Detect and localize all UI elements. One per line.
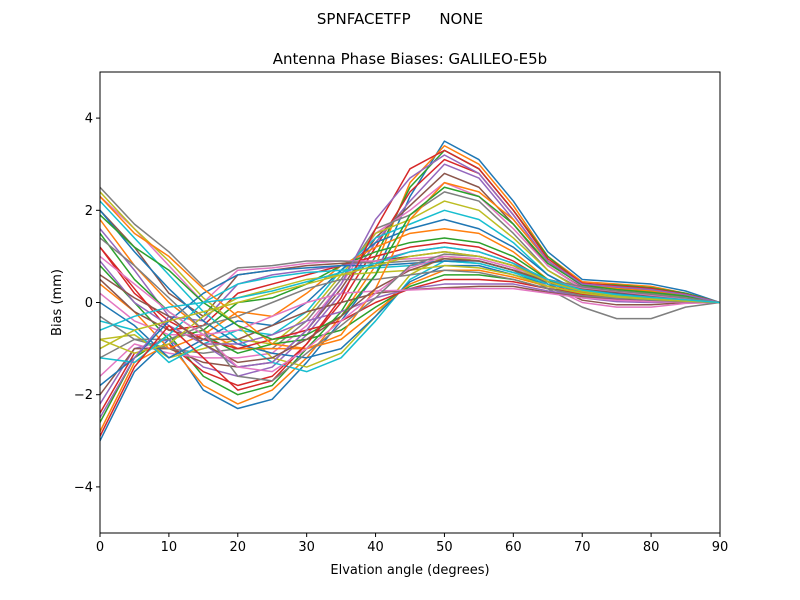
x-tick-label: 20 xyxy=(230,540,247,555)
series-line-1 xyxy=(100,140,720,442)
series-line-38 xyxy=(100,236,720,382)
series-line-28 xyxy=(100,269,720,341)
series-line-40 xyxy=(100,246,720,331)
x-axis-label: Elvation angle (degrees) xyxy=(330,563,489,578)
x-tick-label: 30 xyxy=(298,540,315,555)
series-line-3 xyxy=(100,149,720,424)
series-line-31 xyxy=(100,260,720,387)
y-tick-label: 4 xyxy=(85,112,93,127)
y-tick-label: 2 xyxy=(85,204,93,219)
x-tick-label: 40 xyxy=(367,540,384,555)
y-tick-label: −4 xyxy=(74,480,93,495)
x-tick-label: 60 xyxy=(505,540,522,555)
y-tick-label: 0 xyxy=(85,296,93,311)
x-tick-label: 0 xyxy=(96,540,104,555)
x-axis: 0 10 20 30 40 50 60 70 80 90 xyxy=(96,533,728,555)
y-tick-label: −2 xyxy=(74,388,93,403)
y-axis: −4 −2 0 2 4 xyxy=(74,112,100,495)
series-line-5 xyxy=(100,163,720,405)
series-line-18 xyxy=(100,186,720,320)
x-tick-label: 80 xyxy=(643,540,660,555)
series-group xyxy=(100,140,720,442)
figure-suptitle: SPNFACETFP NONE xyxy=(317,10,483,28)
series-line-36 xyxy=(100,257,720,364)
x-tick-label: 50 xyxy=(436,540,453,555)
x-tick-label: 10 xyxy=(161,540,178,555)
x-tick-label: 90 xyxy=(712,540,729,555)
chart-title: Antenna Phase Biases: GALILEO-E5b xyxy=(273,50,547,68)
series-line-34 xyxy=(100,149,720,438)
x-tick-label: 70 xyxy=(574,540,591,555)
series-line-39 xyxy=(100,251,720,350)
series-line-2 xyxy=(100,145,720,433)
series-line-32 xyxy=(100,181,720,350)
y-axis-label: Bias (mm) xyxy=(50,269,65,336)
